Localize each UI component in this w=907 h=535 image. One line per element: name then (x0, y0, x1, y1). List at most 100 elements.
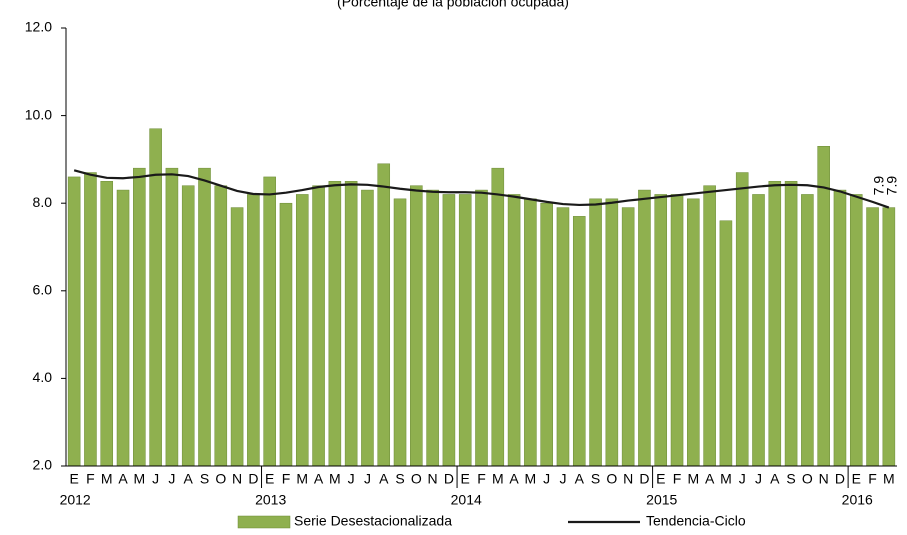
x-tick-label: D (639, 471, 649, 487)
bar (344, 181, 358, 467)
bar (687, 198, 700, 467)
bar (654, 194, 668, 467)
bar (540, 202, 553, 467)
legend-swatch (237, 515, 291, 529)
bar (719, 220, 733, 467)
y-tick-label: 4.0 (33, 369, 53, 385)
bar (638, 189, 651, 467)
x-tick-label: A (705, 471, 715, 487)
bar (882, 207, 896, 467)
x-tick-label: J (152, 471, 159, 487)
x-tick-label: N (232, 471, 242, 487)
bar (100, 181, 114, 467)
bar (377, 163, 391, 467)
bar (801, 194, 814, 467)
x-tick-label: M (101, 471, 113, 487)
bar (849, 194, 863, 467)
x-tick-label: N (428, 471, 438, 487)
x-tick-label: J (755, 471, 762, 487)
bar (866, 207, 879, 467)
x-tick-label: E (69, 471, 78, 487)
x-tick-label: S (591, 471, 600, 487)
x-tick-label: A (509, 471, 519, 487)
x-tick-label: D (835, 471, 845, 487)
bar (768, 181, 782, 467)
bar (361, 189, 374, 467)
y-tick-label: 10.0 (25, 106, 52, 122)
year-label: 2013 (255, 492, 286, 508)
bar (295, 194, 309, 467)
x-tick-label: D (248, 471, 258, 487)
x-tick-label: A (118, 471, 128, 487)
year-label: 2015 (646, 492, 677, 508)
x-tick-label: O (215, 471, 226, 487)
x-tick-label: J (364, 471, 371, 487)
x-tick-label: S (786, 471, 795, 487)
x-tick-label: J (559, 471, 566, 487)
value-label: 7.9 (884, 176, 900, 196)
legend-label: Tendencia-Ciclo (646, 513, 746, 529)
x-tick-label: F (477, 471, 486, 487)
bar (198, 167, 211, 467)
x-tick-label: M (525, 471, 537, 487)
bar (458, 194, 472, 467)
bar (442, 194, 456, 467)
trend-line (73, 169, 890, 209)
x-tick-label: E (461, 471, 470, 487)
x-tick-label: J (168, 471, 175, 487)
x-tick-label: J (739, 471, 746, 487)
x-tick-label: M (720, 471, 732, 487)
x-tick-label: S (200, 471, 209, 487)
x-tick-label: O (606, 471, 617, 487)
bar (165, 167, 179, 467)
bar (491, 167, 505, 467)
x-tick-label: O (802, 471, 813, 487)
x-tick-label: A (770, 471, 780, 487)
bar (214, 185, 228, 467)
y-tick-label: 6.0 (33, 282, 53, 298)
x-tick-label: F (86, 471, 95, 487)
bar (133, 167, 146, 467)
x-tick-label: A (575, 471, 585, 487)
bar (817, 146, 830, 467)
bar (621, 207, 635, 467)
year-label: 2014 (451, 492, 482, 508)
x-tick-label: M (329, 471, 341, 487)
bar (572, 216, 586, 467)
value-label: 7.9 (871, 176, 887, 196)
bar (328, 181, 342, 467)
bar (312, 185, 325, 467)
bar (605, 198, 619, 467)
y-tick-label: 2.0 (33, 457, 53, 473)
x-tick-label: J (543, 471, 550, 487)
bar (230, 207, 244, 467)
x-tick-label: M (133, 471, 145, 487)
bar (784, 181, 798, 467)
x-tick-label: O (411, 471, 422, 487)
x-tick-label: N (623, 471, 633, 487)
x-tick-label: E (852, 471, 861, 487)
bar (426, 189, 439, 467)
bar (524, 198, 537, 467)
bar (670, 194, 684, 467)
bar (410, 185, 423, 467)
x-tick-label: M (296, 471, 308, 487)
x-tick-label: F (868, 471, 877, 487)
bar (263, 176, 276, 467)
bar (475, 189, 488, 467)
year-label: 2016 (842, 492, 873, 508)
x-tick-label: E (265, 471, 274, 487)
x-tick-label: M (687, 471, 699, 487)
x-tick-label: N (819, 471, 829, 487)
bar (84, 172, 97, 467)
bar (556, 207, 570, 467)
bar (393, 198, 407, 467)
legend-label: Serie Desestacionalizada (294, 513, 452, 529)
x-tick-label: F (282, 471, 291, 487)
x-tick-label: D (444, 471, 454, 487)
x-tick-label: F (673, 471, 682, 487)
bar (703, 185, 716, 467)
y-tick-label: 8.0 (33, 194, 53, 210)
bar (735, 172, 749, 467)
